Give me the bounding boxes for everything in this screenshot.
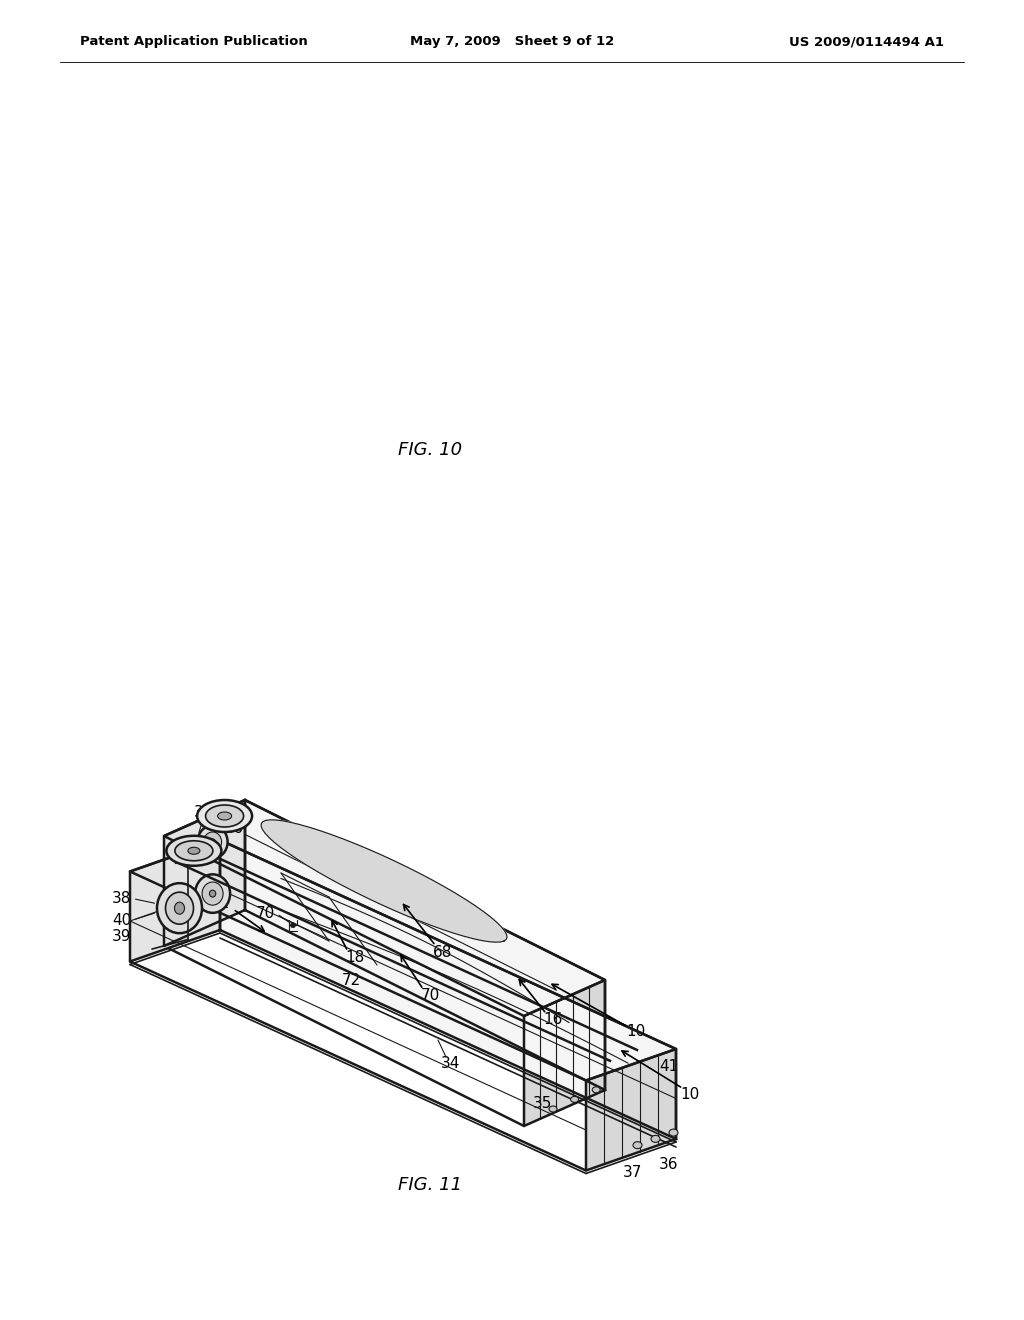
Polygon shape [130,840,676,1081]
Ellipse shape [166,836,221,866]
Text: 10: 10 [680,1086,699,1102]
Ellipse shape [187,847,200,854]
Ellipse shape [202,882,223,906]
Text: Patent Application Publication: Patent Application Publication [80,36,308,49]
Text: 70: 70 [421,987,440,1003]
Text: 40: 40 [224,821,244,837]
Text: 39: 39 [112,929,131,944]
Text: 12: 12 [210,896,229,912]
Text: FIG. 11: FIG. 11 [398,1176,462,1195]
Text: 36: 36 [659,1156,679,1172]
Ellipse shape [549,1106,557,1111]
Ellipse shape [633,1142,642,1148]
Ellipse shape [592,1086,600,1093]
Ellipse shape [198,825,227,858]
Text: 38: 38 [195,805,214,820]
Text: FIG. 10: FIG. 10 [398,441,462,459]
Polygon shape [261,820,507,942]
Polygon shape [130,840,220,961]
Text: 38: 38 [112,891,131,906]
Ellipse shape [210,890,216,898]
Ellipse shape [570,1097,579,1102]
Ellipse shape [157,883,202,933]
Ellipse shape [669,1129,678,1137]
Ellipse shape [217,812,231,820]
Polygon shape [220,840,676,1139]
Text: 68: 68 [433,945,453,961]
Ellipse shape [175,841,213,861]
Ellipse shape [291,923,296,928]
Ellipse shape [210,840,215,845]
Text: May 7, 2009   Sheet 9 of 12: May 7, 2009 Sheet 9 of 12 [410,36,614,49]
Ellipse shape [197,800,252,832]
Text: 37: 37 [624,1164,643,1180]
Text: US 2009/0114494 A1: US 2009/0114494 A1 [790,36,944,49]
Ellipse shape [204,832,221,851]
Polygon shape [164,800,605,1016]
Ellipse shape [196,874,230,913]
Text: 18: 18 [345,950,365,965]
Text: 10: 10 [627,1024,645,1040]
Ellipse shape [651,1135,660,1142]
Polygon shape [586,1049,676,1171]
Polygon shape [524,979,605,1126]
Text: 72: 72 [341,973,360,987]
Polygon shape [164,800,245,946]
Text: 34: 34 [441,1056,461,1071]
Polygon shape [245,800,605,1090]
Ellipse shape [206,805,244,828]
Text: 16: 16 [544,1012,563,1027]
Text: 35: 35 [532,1096,552,1110]
Text: 70: 70 [255,906,274,921]
Text: 41: 41 [659,1059,679,1074]
Ellipse shape [166,892,194,924]
Text: 40: 40 [112,912,131,928]
Ellipse shape [174,902,184,915]
